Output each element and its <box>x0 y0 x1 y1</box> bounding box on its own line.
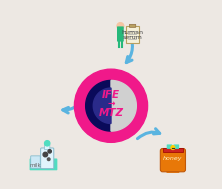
Circle shape <box>45 141 50 146</box>
Circle shape <box>171 146 175 149</box>
FancyBboxPatch shape <box>160 149 186 172</box>
FancyBboxPatch shape <box>173 144 179 149</box>
Text: →: → <box>107 99 115 108</box>
Polygon shape <box>86 81 111 131</box>
FancyBboxPatch shape <box>129 24 136 27</box>
FancyBboxPatch shape <box>126 26 139 43</box>
Text: MTZ: MTZ <box>99 108 123 118</box>
FancyBboxPatch shape <box>41 148 54 169</box>
FancyBboxPatch shape <box>167 144 172 149</box>
Circle shape <box>48 150 51 153</box>
Circle shape <box>43 152 48 157</box>
Polygon shape <box>93 88 111 123</box>
FancyBboxPatch shape <box>117 26 124 42</box>
Text: human
serum: human serum <box>122 30 144 40</box>
Polygon shape <box>111 81 136 131</box>
Text: IFE: IFE <box>102 91 120 100</box>
Text: honey: honey <box>163 156 183 161</box>
FancyBboxPatch shape <box>166 168 179 173</box>
Circle shape <box>117 23 124 29</box>
Circle shape <box>48 158 50 160</box>
FancyBboxPatch shape <box>31 156 40 168</box>
Text: milk: milk <box>30 163 41 168</box>
FancyBboxPatch shape <box>163 148 183 152</box>
Circle shape <box>74 69 148 142</box>
FancyBboxPatch shape <box>45 144 50 150</box>
FancyBboxPatch shape <box>30 158 57 170</box>
